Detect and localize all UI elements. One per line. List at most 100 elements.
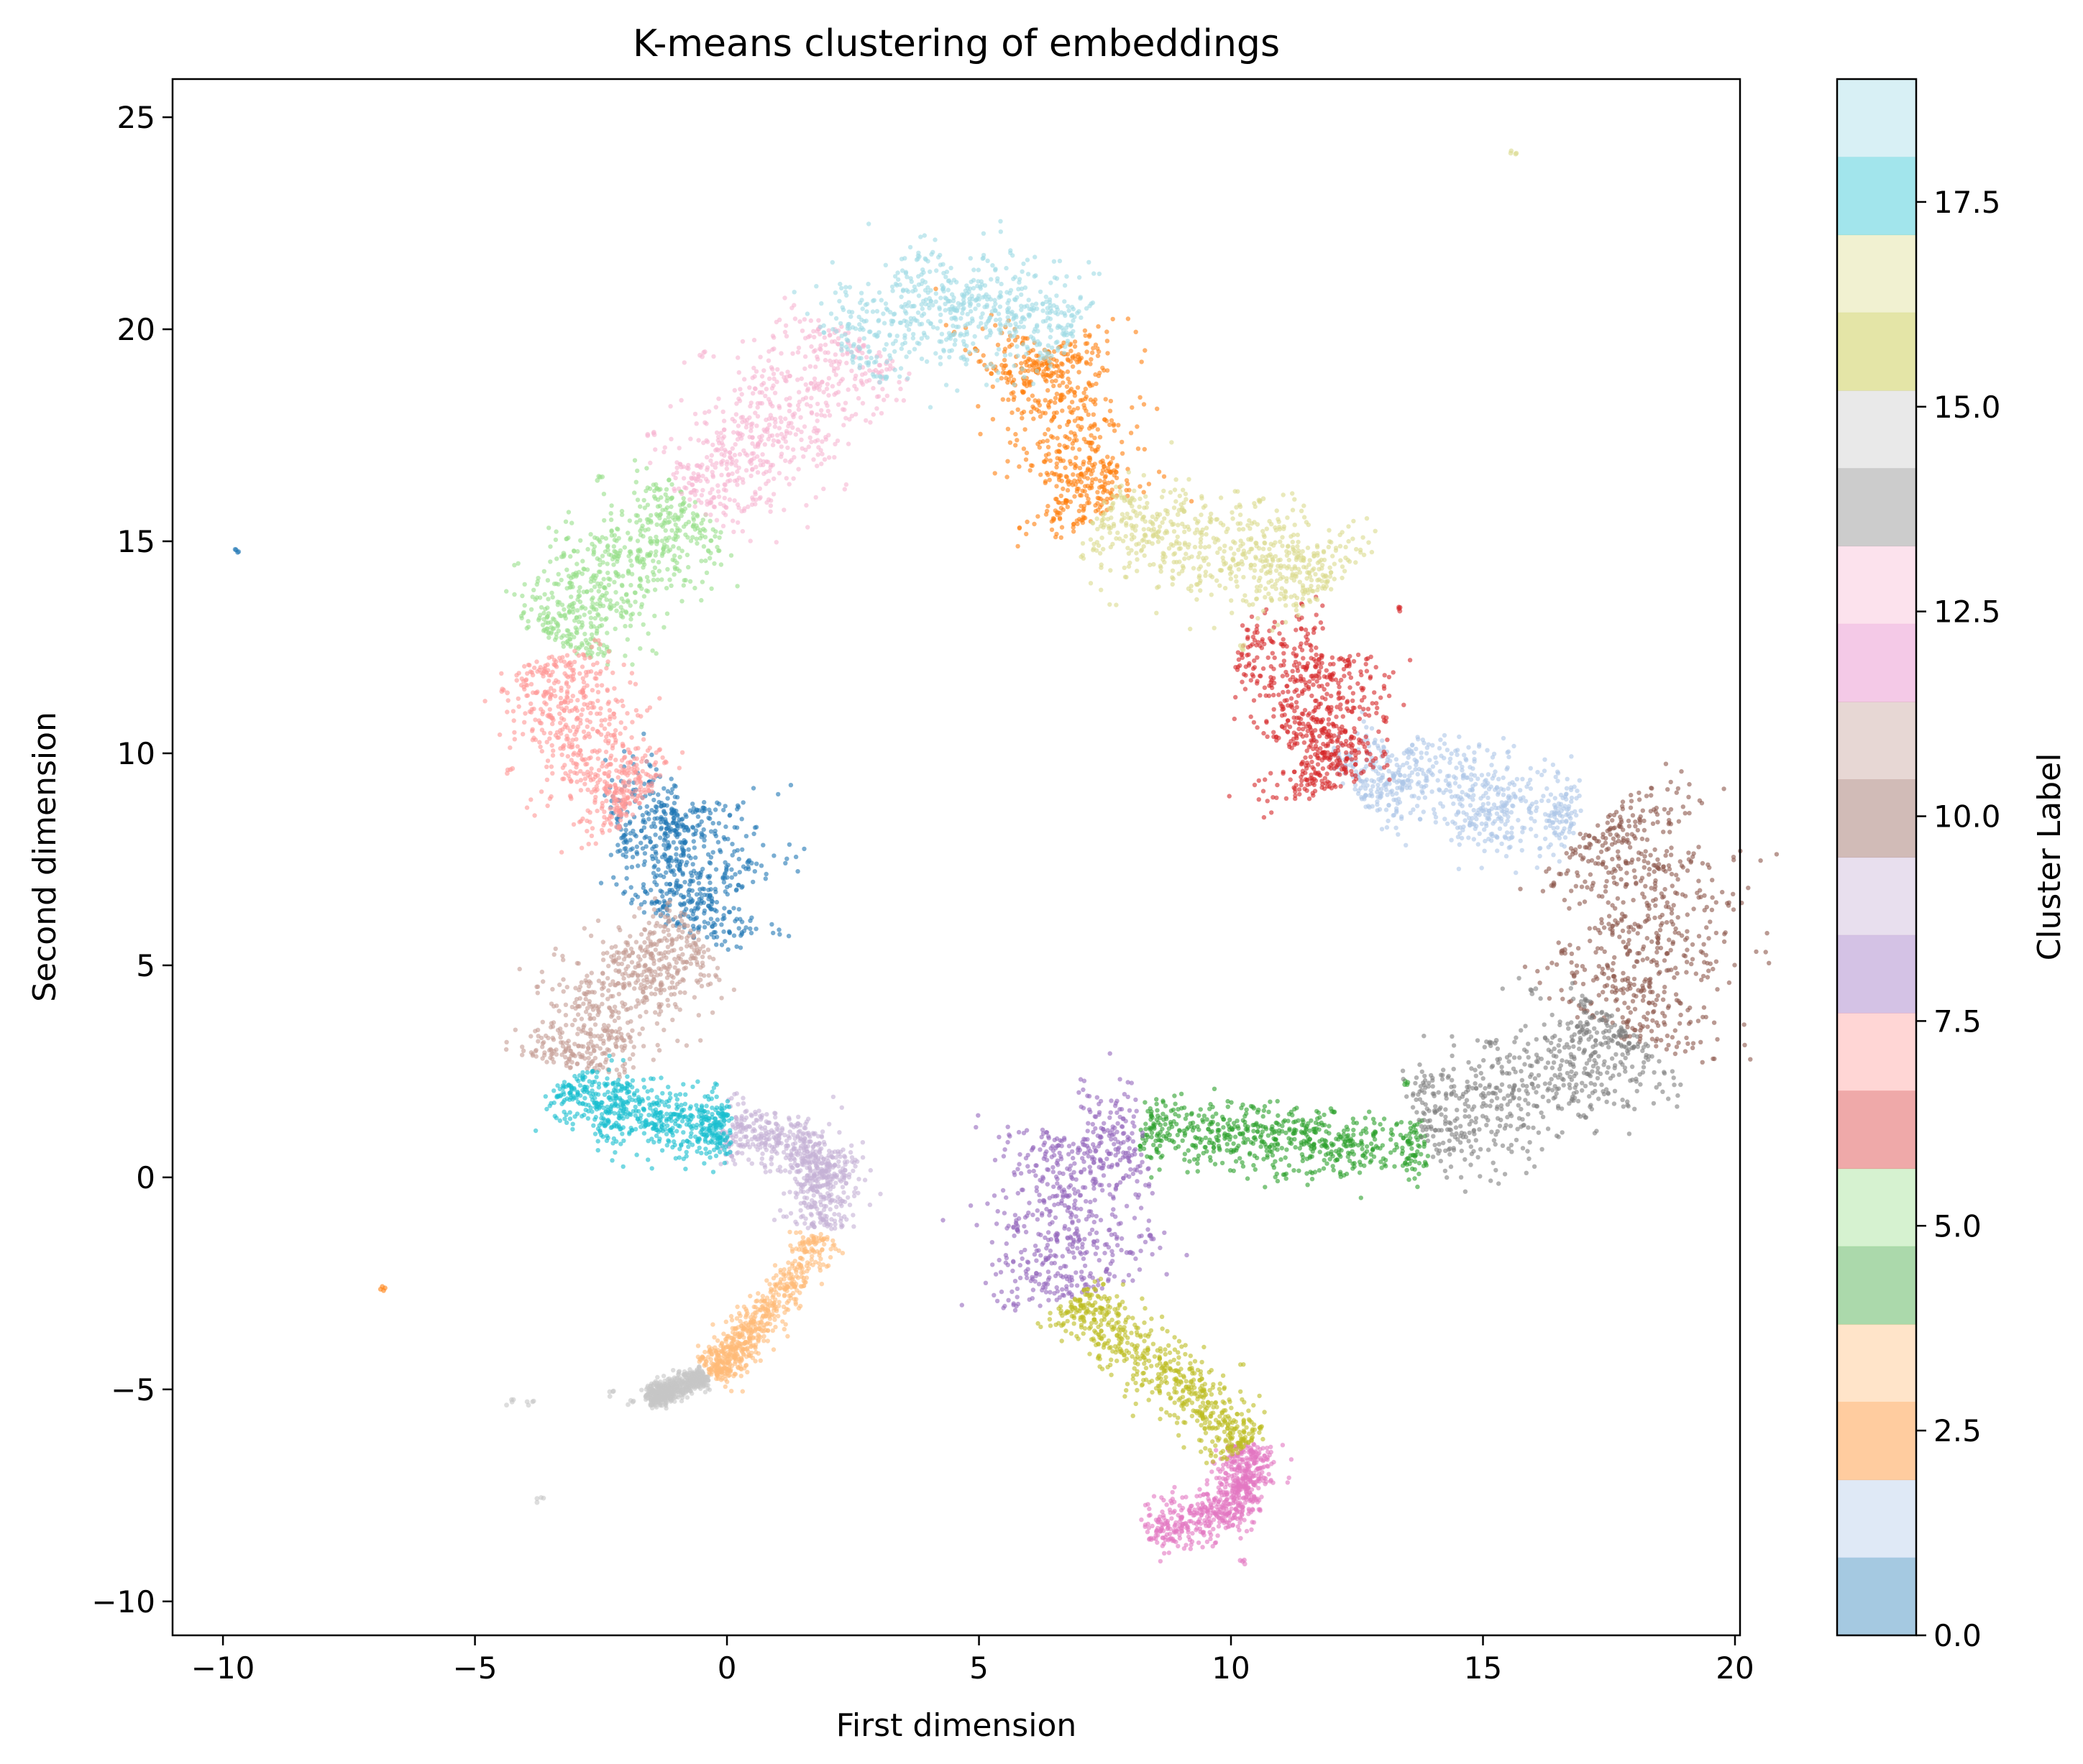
cluster-point xyxy=(598,569,603,574)
cluster-point xyxy=(682,500,687,505)
cluster-point xyxy=(990,384,996,390)
cluster-point xyxy=(1185,1170,1190,1175)
cluster-point xyxy=(563,519,569,524)
cluster-point xyxy=(582,781,587,786)
cluster-point xyxy=(628,582,633,588)
cluster-point xyxy=(1260,1113,1265,1119)
cluster-point xyxy=(556,582,561,587)
cluster-point xyxy=(1054,391,1060,397)
cluster-point xyxy=(1511,743,1516,749)
cluster-point xyxy=(606,576,611,582)
cluster-point xyxy=(1056,500,1062,505)
cluster-point xyxy=(609,503,614,508)
cluster-point xyxy=(1059,478,1065,484)
cluster-point xyxy=(1322,1112,1327,1118)
cluster-point xyxy=(702,924,708,930)
cluster-point xyxy=(585,808,590,813)
cluster-point xyxy=(712,1335,717,1340)
cluster-point xyxy=(606,552,612,557)
cluster-point xyxy=(1371,779,1377,784)
cluster-point xyxy=(1546,798,1551,804)
cluster-point xyxy=(700,805,705,810)
cluster-point xyxy=(661,809,667,814)
cluster-point xyxy=(1231,1141,1236,1147)
cluster-point xyxy=(1260,1139,1265,1144)
cluster-point xyxy=(1505,765,1510,771)
cluster-point xyxy=(1449,794,1455,799)
cluster-point xyxy=(1367,804,1372,810)
cluster-point xyxy=(1261,730,1266,736)
cluster-point xyxy=(1215,1121,1220,1127)
cluster-point xyxy=(654,651,659,656)
cluster-point xyxy=(1302,707,1308,713)
cluster-point xyxy=(608,602,613,607)
cluster-point xyxy=(626,530,631,536)
cluster-point xyxy=(686,564,691,570)
cluster-point xyxy=(556,571,561,576)
cluster-point xyxy=(792,1285,797,1290)
outlier-point xyxy=(746,859,751,864)
cluster-point xyxy=(1409,794,1414,799)
cluster-point xyxy=(1437,745,1442,751)
cluster-point xyxy=(1350,1143,1356,1148)
cluster-point xyxy=(1105,454,1110,459)
cluster-point xyxy=(1535,770,1540,775)
cluster-point xyxy=(1068,349,1073,354)
cluster-point xyxy=(578,538,583,543)
cluster-point xyxy=(596,646,602,651)
cluster-point xyxy=(771,1347,777,1352)
cluster-point xyxy=(1026,356,1031,362)
cluster-point xyxy=(1045,387,1050,393)
cluster-point xyxy=(1251,1135,1257,1141)
cluster-point xyxy=(1262,641,1267,647)
cluster-point xyxy=(1306,712,1311,718)
cluster-point xyxy=(765,1305,771,1310)
cluster-point xyxy=(1299,679,1304,684)
cluster-point xyxy=(801,1278,807,1284)
cluster-point xyxy=(713,886,718,892)
cluster-point xyxy=(1137,395,1143,400)
cluster-point xyxy=(642,851,648,856)
cluster-point xyxy=(1320,766,1326,771)
cluster-point xyxy=(1461,772,1467,778)
cluster-point xyxy=(1079,425,1084,430)
cluster-point xyxy=(642,859,647,864)
cluster-point xyxy=(1402,773,1407,778)
cluster-point xyxy=(1404,842,1409,848)
cluster-point xyxy=(1051,516,1057,521)
cluster-point xyxy=(756,1338,761,1344)
cluster-point xyxy=(1189,1124,1194,1129)
cluster-point xyxy=(1102,474,1108,480)
cluster-point xyxy=(1304,766,1309,771)
cluster-point xyxy=(1154,1147,1159,1152)
cluster-point xyxy=(1294,735,1299,741)
cluster-point xyxy=(1359,698,1365,703)
cluster-point xyxy=(1449,837,1454,842)
cluster-point xyxy=(1085,476,1091,481)
cluster-point xyxy=(1399,814,1404,819)
cluster-point xyxy=(1503,853,1509,859)
cluster-point xyxy=(1081,390,1086,395)
cluster-point xyxy=(1272,1142,1278,1147)
cluster-point xyxy=(1337,1134,1343,1139)
cluster-point xyxy=(528,607,534,612)
cluster-point xyxy=(1468,787,1473,793)
cluster-point xyxy=(531,587,536,592)
cluster-point xyxy=(733,1326,738,1331)
cluster-point xyxy=(1485,781,1491,786)
cluster-point xyxy=(1358,778,1363,784)
cluster-point xyxy=(708,887,713,892)
cluster-point xyxy=(725,1350,731,1355)
cluster-point xyxy=(590,632,595,637)
cluster-point xyxy=(1420,738,1426,743)
cluster-point xyxy=(1240,1131,1245,1137)
cluster-point xyxy=(1184,1126,1189,1131)
cluster-point xyxy=(554,556,559,561)
cluster-point xyxy=(1045,438,1050,444)
cluster-point xyxy=(594,607,599,612)
cluster-point xyxy=(1398,1120,1404,1125)
cluster-point xyxy=(1081,436,1087,441)
cluster-point xyxy=(734,944,739,950)
cluster-point xyxy=(1352,748,1358,753)
cluster-point xyxy=(1299,783,1304,788)
